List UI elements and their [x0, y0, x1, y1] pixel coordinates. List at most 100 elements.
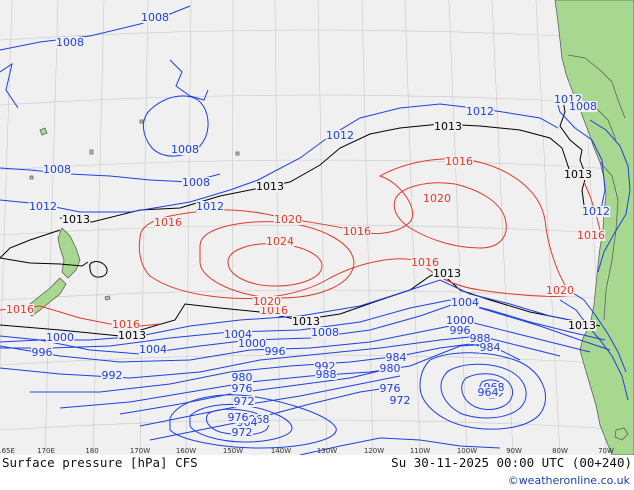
isobar-label: 1013: [433, 267, 461, 280]
isobar-label-background: [410, 257, 440, 268]
isobar-label: 1013: [292, 315, 320, 328]
isobar-label-background: [445, 315, 475, 326]
meridian-line: [92, 0, 105, 455]
isobar-label-background: [385, 352, 407, 363]
longitude-tick-label: 130W: [317, 447, 337, 455]
meridian-line: [185, 0, 192, 455]
longitude-tick-label: 170E: [37, 447, 55, 455]
isobar-label-background: [223, 329, 253, 340]
isobar-1008-wiggle: [169, 59, 209, 101]
south-america-landmass: [554, 0, 634, 455]
isobar-label: 1012: [326, 129, 354, 142]
isobar-label: 1000: [238, 337, 266, 350]
isobar-984: [119, 365, 401, 415]
longitude-tick-label: 100W: [457, 447, 477, 455]
isobar-label-background: [265, 236, 295, 247]
isobar-label-background: [576, 230, 606, 241]
isobar-980-east: [419, 352, 546, 430]
isobar-1020-main: [199, 221, 355, 299]
isobar-label: 1016: [260, 304, 288, 317]
longitude-tick-label: 90W: [506, 447, 522, 455]
isobar-label-background: [140, 12, 170, 23]
isobar-label-background: [264, 346, 286, 357]
ocean-background: [0, 0, 634, 455]
isobar-label-background: [314, 361, 336, 372]
isobar-label-background: [237, 338, 267, 349]
isobar-label-background: [325, 130, 355, 141]
parallel-line: [0, 159, 634, 171]
tonga-islands: [89, 149, 94, 155]
isobar-label: 1008: [43, 163, 71, 176]
isobar-label: 1008: [569, 100, 597, 113]
meridian-line: [404, 0, 421, 455]
isobar-label-background: [252, 296, 282, 307]
longitude-tick-label: 160W: [176, 447, 196, 455]
isobar-label-background: [567, 320, 597, 331]
isobar-label-background: [231, 427, 253, 438]
isobar-968-ring: [189, 403, 293, 443]
isobar-label-background: [153, 217, 183, 228]
isobar-label-background: [432, 268, 462, 279]
isobar-label-background: [248, 414, 270, 425]
parallel-line: [0, 289, 634, 301]
isobar-label-background: [465, 106, 495, 117]
isobar-1016-coast: [583, 181, 601, 231]
isobar-label-background: [255, 181, 285, 192]
chart-title: Surface pressure [hPa] CFS: [2, 455, 198, 470]
longitude-labels: 165E 170E 180 170W 160W 150W 140W 130W 120W 110W 1…: [0, 447, 614, 455]
longitude-tick-label: 70W: [598, 447, 614, 455]
isobar-964-ring: [206, 408, 269, 436]
fiji-islands: [39, 127, 48, 136]
parallel-line: [0, 224, 634, 236]
isobar-label: 1016: [445, 155, 473, 168]
parallel-line: [0, 29, 634, 41]
isobar-label: 1004: [451, 296, 479, 309]
meridian-line: [44, 0, 59, 455]
isobar-label: 1008: [56, 36, 84, 49]
isobar-label: 1020: [423, 192, 451, 205]
isobar-label: 1012: [466, 105, 494, 118]
isobar-label-background: [342, 226, 372, 237]
isobar-label: 976: [380, 382, 401, 395]
isobar-1013-nz: [0, 257, 89, 267]
isobar-label-background: [111, 319, 141, 330]
isobar-label-background: [259, 305, 289, 316]
isobar-972-east: [440, 363, 527, 419]
valid-time: Su 30-11-2025 00:00 UTC (00+240): [391, 455, 632, 470]
longitude-tick-label: 120W: [364, 447, 384, 455]
pressure-map: 1008 1008 1008 1008 1008 1012 1012 1012 1012 1012…: [0, 0, 634, 455]
isobar-label: 988: [470, 332, 491, 345]
longitude-tick-label: 180: [85, 447, 98, 455]
longitude-tick-label: 80W: [552, 447, 568, 455]
isobar-label-background: [28, 201, 58, 212]
isobar-label-background: [55, 37, 85, 48]
longitude-tick-label: 110W: [410, 447, 430, 455]
isobar-label-background: [231, 383, 253, 394]
longitude-tick-label: 165E: [0, 447, 15, 455]
isobar-label-background: [553, 94, 583, 105]
isobar-label-background: [563, 169, 593, 180]
isobar-label-background: [568, 101, 598, 112]
isobar-1008-left: [0, 62, 19, 109]
isobar-1013-small-cell: [89, 261, 108, 278]
credit-link[interactable]: ©weatheronline.co.uk: [507, 474, 630, 487]
isobar-label: 976: [228, 411, 249, 424]
isobar-label: 1013: [564, 168, 592, 181]
isobar-label-background: [273, 214, 303, 225]
isobar-label: 1020: [274, 213, 302, 226]
isobar-label-background: [581, 206, 611, 217]
isobar-label: 988: [316, 368, 337, 381]
isobar-label: 972: [232, 426, 253, 439]
isobar-label-background: [545, 285, 575, 296]
isobar-label-background: [315, 369, 337, 380]
isobar-label: 1013: [62, 213, 90, 226]
pacific-atoll: [139, 119, 144, 124]
isobar-972-ring: [169, 394, 337, 449]
isobar-label-background: [170, 144, 200, 155]
isobar-labels: 1008 1008 1008 1008 1008 1012 1012 1012 1012 1012…: [5, 11, 611, 439]
isobar-label: 992: [102, 369, 123, 382]
parallel-line: [0, 419, 634, 431]
isobar-label-background: [291, 316, 321, 327]
isobar-label-background: [61, 214, 91, 225]
isobar-976-bottom: [299, 437, 501, 455]
